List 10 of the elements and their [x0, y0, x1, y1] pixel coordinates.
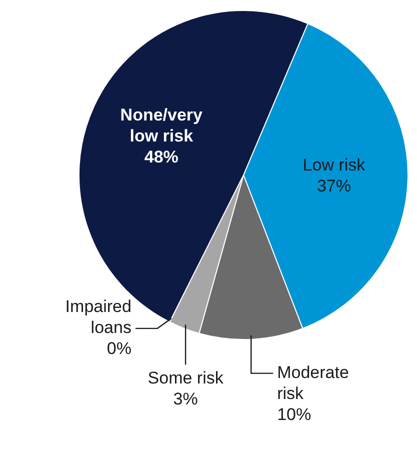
legend-label: Impaired loans — [65, 297, 132, 338]
data-label: 37% — [316, 176, 351, 196]
slice-label: None/very low risk — [120, 106, 204, 146]
text: 0% — [106, 339, 132, 358]
data-label: 48% — [144, 148, 178, 167]
data-label: 3% — [173, 389, 198, 408]
slice-label: Moderate risk — [277, 363, 349, 404]
data-label: 10% — [277, 405, 312, 424]
slice-label: Some risk — [148, 368, 224, 388]
slice-label: Low risk — [302, 156, 366, 175]
